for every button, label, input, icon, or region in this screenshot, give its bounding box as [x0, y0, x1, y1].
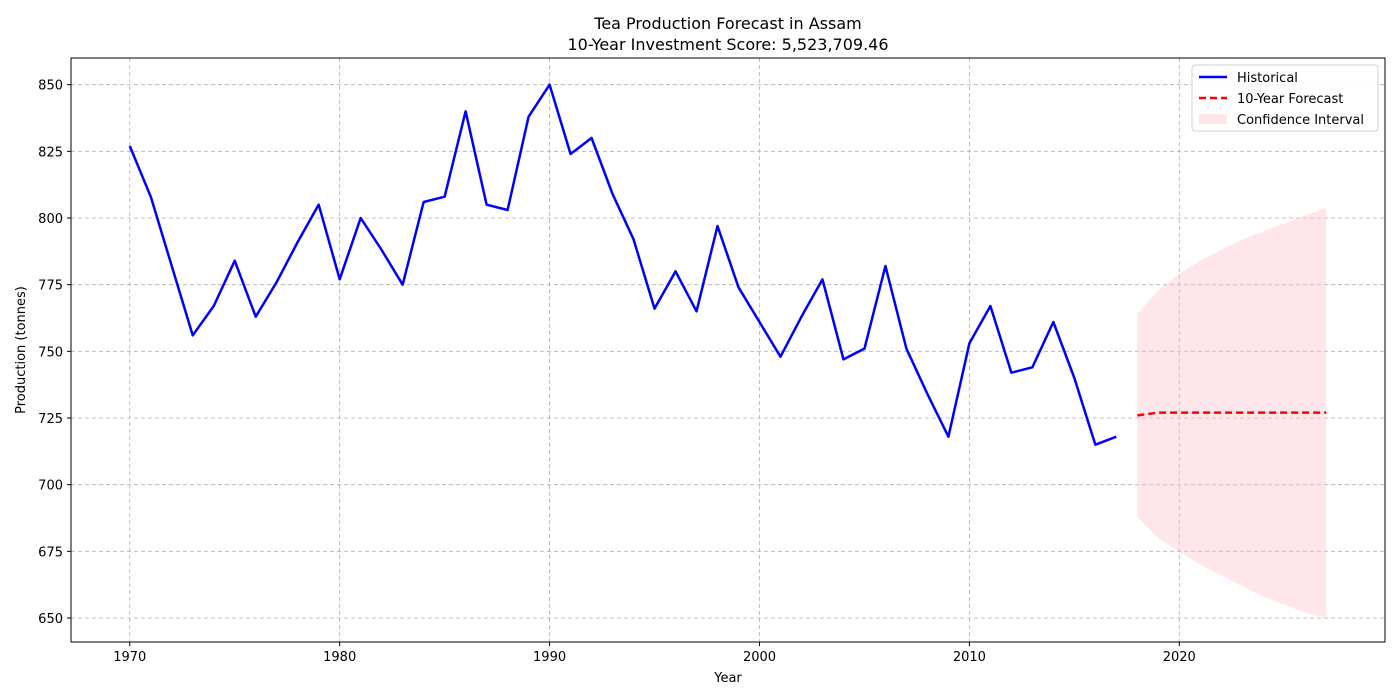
y-tick-label: 825 — [38, 145, 63, 160]
axis-ticks: 1970 1980 1990 2000 2010 2020 650 675 700 725 750 7… — [38, 79, 1196, 665]
plot-frame — [70, 57, 1386, 643]
legend-confidence-swatch — [1199, 114, 1227, 124]
legend-forecast-label: 10-Year Forecast — [1237, 92, 1343, 107]
historical-line — [128, 83, 1117, 446]
x-tick-label: 2000 — [743, 650, 776, 665]
x-tick-label: 1970 — [113, 650, 146, 665]
y-tick-label: 850 — [38, 79, 63, 94]
y-tick-label: 775 — [38, 279, 63, 294]
series-layer — [128, 83, 1327, 446]
x-tick-label: 2010 — [953, 650, 986, 665]
legend-historical-label: Historical — [1237, 71, 1298, 86]
chart-subtitle: 10-Year Investment Score: 5,523,709.46 — [567, 35, 888, 54]
x-tick-label: 2020 — [1163, 650, 1196, 665]
grid — [71, 58, 1385, 642]
y-tick-label: 725 — [38, 412, 63, 427]
y-tick-label: 800 — [38, 212, 63, 227]
legend-box — [1191, 64, 1379, 132]
y-tick-label: 650 — [38, 612, 63, 627]
y-axis-label: Production (tonnes) — [14, 286, 29, 414]
y-tick-label: 750 — [38, 345, 63, 360]
chart-title: Tea Production Forecast in Assam — [593, 14, 861, 33]
forecast-line — [1137, 411, 1327, 417]
y-tick-label: 700 — [38, 479, 63, 494]
x-axis-label: Year — [713, 671, 742, 686]
y-tick-label: 675 — [38, 545, 63, 560]
x-tick-label: 1980 — [323, 650, 356, 665]
legend-confidence-label: Confidence Interval — [1237, 113, 1364, 128]
x-tick-label: 1990 — [533, 650, 566, 665]
legend: Historical 10-Year Forecast Confidence I… — [1191, 64, 1379, 132]
